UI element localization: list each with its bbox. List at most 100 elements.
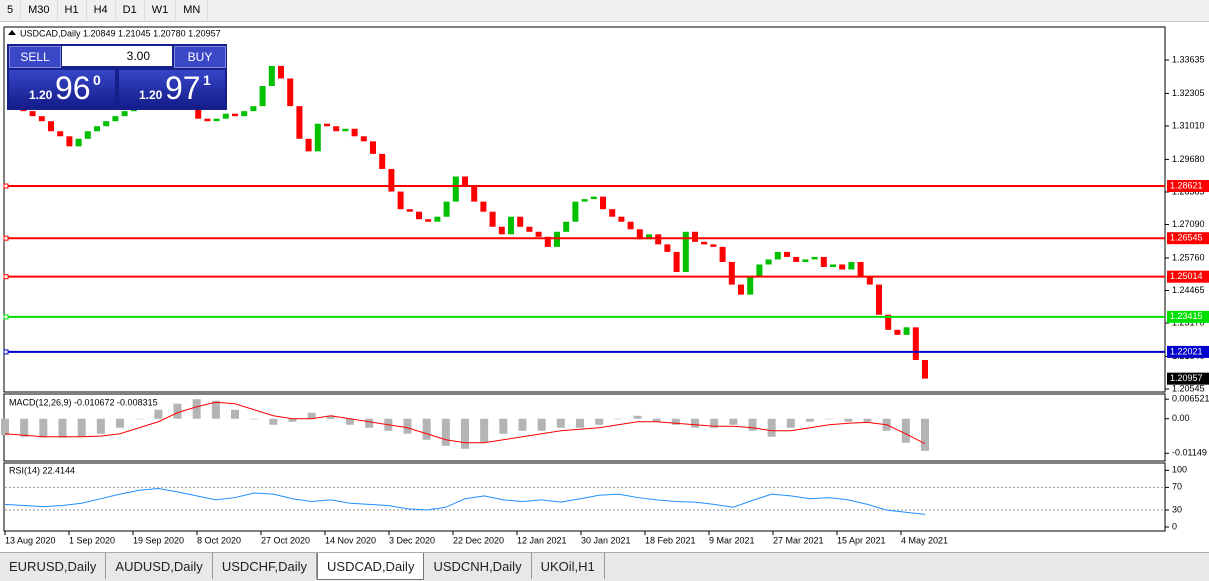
candle xyxy=(563,221,570,232)
timeframe-button[interactable]: MN xyxy=(176,0,209,21)
candle xyxy=(885,314,892,330)
x-tick-label: 3 Dec 2020 xyxy=(389,535,435,545)
candle xyxy=(682,231,689,273)
macd-bar xyxy=(633,415,642,419)
timeframe-button[interactable]: H1 xyxy=(58,0,87,21)
candle xyxy=(839,264,846,270)
candle xyxy=(48,121,54,132)
y-tick-label: 1.33635 xyxy=(1172,54,1205,64)
candle xyxy=(38,116,45,122)
candle xyxy=(66,136,73,147)
level-handle xyxy=(3,183,9,189)
macd-bar xyxy=(269,418,278,425)
candle xyxy=(112,116,119,122)
macd-bar xyxy=(729,418,738,425)
price-point: 0 xyxy=(93,72,101,88)
macd-bar xyxy=(901,418,910,443)
macd-bar xyxy=(39,418,48,438)
macd-bar xyxy=(211,400,220,419)
candle xyxy=(922,359,928,379)
level-label-bg xyxy=(1167,180,1209,193)
chart-tab[interactable]: USDCNH,Daily xyxy=(424,553,532,579)
x-tick-label: 9 Mar 2021 xyxy=(709,535,755,545)
candle xyxy=(793,256,800,262)
macd-bar xyxy=(921,418,929,451)
timeframe-button[interactable]: 5 xyxy=(0,0,22,21)
y-tick-label: 1.27090 xyxy=(1172,219,1205,229)
candle xyxy=(416,211,422,220)
candle xyxy=(324,123,330,127)
candle xyxy=(443,201,450,217)
chart-tab[interactable]: EURUSD,Daily xyxy=(0,553,107,579)
bid-price[interactable]: 1.20 96 0 xyxy=(9,70,115,108)
candle xyxy=(370,141,376,154)
timeframe-button[interactable]: D1 xyxy=(116,0,145,21)
candle xyxy=(701,241,708,245)
chart-tab[interactable]: USDCHF,Daily xyxy=(213,553,318,579)
x-tick-label: 12 Jan 2021 xyxy=(517,535,567,545)
candle xyxy=(784,251,790,257)
x-tick-label: 22 Dec 2020 xyxy=(453,535,504,545)
lot-input[interactable]: 3.00 xyxy=(62,46,172,66)
macd-bar xyxy=(499,418,508,434)
candle xyxy=(627,221,634,230)
macd-bar xyxy=(135,418,144,420)
candle xyxy=(609,209,616,217)
timeframe-toolbar: 5 M30 H1 H4 D1 W1 MN xyxy=(0,0,1209,22)
candle xyxy=(820,256,827,267)
buy-button[interactable]: BUY xyxy=(174,46,226,68)
macd-bar xyxy=(365,418,374,428)
y-tick-label: 0 xyxy=(1172,521,1177,531)
candle xyxy=(646,234,652,240)
candle xyxy=(526,226,533,232)
ask-price[interactable]: 1.20 97 1 xyxy=(119,70,225,108)
chart-tab[interactable]: USDCAD,Daily xyxy=(317,553,425,580)
candle xyxy=(351,128,358,137)
x-tick-label: 27 Oct 2020 xyxy=(261,535,310,545)
x-tick-label: 30 Jan 2021 xyxy=(581,535,631,545)
timeframe-button[interactable]: H4 xyxy=(87,0,116,21)
x-tick-label: 1 Sep 2020 xyxy=(69,535,115,545)
candle xyxy=(103,121,110,127)
macd-bar xyxy=(116,418,124,428)
timeframe-button[interactable]: W1 xyxy=(145,0,177,21)
candle xyxy=(213,118,220,122)
collapse-icon xyxy=(8,30,16,35)
candle xyxy=(268,65,275,87)
candle xyxy=(774,251,781,260)
y-tick-label: 1.31010 xyxy=(1172,120,1205,130)
y-tick-label: 1.20545 xyxy=(1172,383,1205,393)
chart-tab[interactable]: AUDUSD,Daily xyxy=(106,553,213,579)
macd-bar xyxy=(863,418,872,422)
candle xyxy=(462,176,468,187)
candle xyxy=(425,219,432,222)
y-tick-label: 1.29680 xyxy=(1172,154,1205,164)
candle xyxy=(738,284,744,295)
macd-bar xyxy=(403,418,412,434)
rsi-line xyxy=(4,487,926,515)
candle xyxy=(471,186,478,202)
candle xyxy=(655,234,662,245)
timeframe-button[interactable]: M30 xyxy=(21,0,58,21)
candle xyxy=(314,123,321,152)
macd-bar xyxy=(595,418,604,425)
candle xyxy=(802,259,809,262)
candle xyxy=(618,216,625,222)
macd-bar xyxy=(20,418,29,437)
macd-bar xyxy=(96,418,105,434)
candle xyxy=(535,231,542,237)
rsi-label: RSI(14) 22.4144 xyxy=(9,465,75,475)
candle xyxy=(692,231,698,242)
chart-tab[interactable]: UKOil,H1 xyxy=(532,553,605,579)
macd-bar xyxy=(748,418,757,431)
macd-bar xyxy=(825,418,834,420)
candle xyxy=(508,216,514,235)
price-label: 1.20957 xyxy=(1170,373,1203,383)
candle xyxy=(305,138,312,152)
macd-bar xyxy=(1,418,9,436)
candle xyxy=(434,216,441,222)
sell-button[interactable]: SELL xyxy=(9,46,61,68)
macd-bar xyxy=(326,415,335,419)
macd-bar xyxy=(537,418,546,431)
